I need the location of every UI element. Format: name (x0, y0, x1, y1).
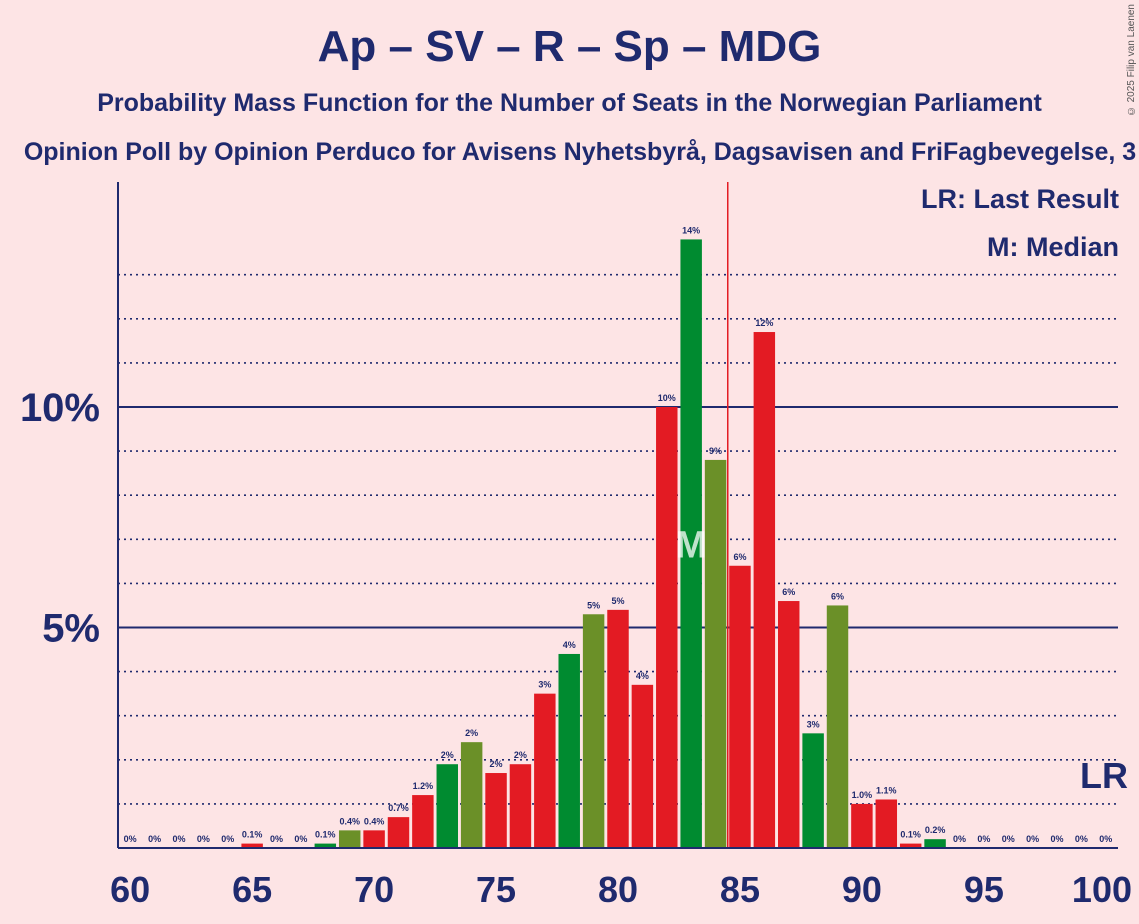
bar-value-label: 0% (221, 834, 234, 844)
bar-value-label: 2% (490, 759, 503, 769)
legend-median: M: Median (987, 232, 1119, 262)
x-tick-label: 100 (1072, 869, 1132, 910)
bar-value-label: 9% (709, 446, 722, 456)
bar-value-label: 0.1% (242, 830, 263, 840)
bar (338, 830, 361, 848)
bar-value-label: 0% (1002, 834, 1015, 844)
bar-value-label: 10% (658, 393, 676, 403)
bar (631, 684, 654, 848)
x-tick-label: 70 (354, 869, 394, 910)
bar-value-label: 2% (441, 750, 454, 760)
bar-value-label: 2% (465, 728, 478, 738)
bar-value-label: 0% (1099, 834, 1112, 844)
bar-value-label: 0% (977, 834, 990, 844)
median-marker: M (675, 525, 707, 567)
bar (460, 742, 483, 848)
bar (753, 332, 776, 848)
chart-subtitle-poll: Opinion Poll by Opinion Perduco for Avis… (23, 138, 1137, 166)
bar-value-label: 0% (294, 834, 307, 844)
bar-value-label: 14% (682, 225, 700, 235)
x-tick-label: 95 (964, 869, 1004, 910)
chart-subtitle: Probability Mass Function for the Number… (97, 89, 1042, 117)
bar (558, 653, 580, 848)
bar-value-label: 0% (270, 834, 283, 844)
bar (387, 817, 410, 848)
bar (314, 843, 337, 848)
bar-value-label: 0% (148, 834, 161, 844)
x-tick-label: 60 (110, 869, 150, 910)
bar-value-label: 0% (172, 834, 185, 844)
bar-value-label: 0.1% (315, 830, 336, 840)
last-result-marker: LR (1080, 755, 1128, 796)
bar (534, 693, 556, 848)
bar-value-label: 3% (807, 719, 820, 729)
bar (241, 843, 263, 848)
bar-value-label: 1.0% (852, 790, 873, 800)
y-tick-label: 5% (42, 607, 100, 651)
bar (924, 839, 946, 848)
bar-value-label: 1.2% (413, 781, 434, 791)
bar-value-label: 0% (1026, 834, 1039, 844)
bar-value-label: 0.7% (388, 803, 409, 813)
x-tick-label: 65 (232, 869, 272, 910)
x-tick-label: 75 (476, 869, 516, 910)
bar (704, 459, 727, 848)
bar-value-label: 0.1% (900, 830, 921, 840)
bar (412, 795, 434, 848)
bar (851, 803, 873, 848)
bar-value-label: 6% (782, 587, 795, 597)
bar-value-label: 0% (1051, 834, 1064, 844)
bar-value-label: 0% (1075, 834, 1088, 844)
bar-value-label: 5% (611, 596, 624, 606)
bar-value-label: 3% (538, 680, 551, 690)
bar-value-label: 0.4% (364, 816, 385, 826)
bar (509, 764, 532, 848)
bar (802, 733, 824, 848)
chart-title: Ap – SV – R – Sp – MDG (317, 22, 822, 71)
x-tick-label: 85 (720, 869, 760, 910)
bar (582, 614, 605, 848)
bar (363, 830, 385, 848)
bar-value-label: 4% (636, 671, 649, 681)
x-tick-label: 90 (842, 869, 882, 910)
bar-value-label: 0% (124, 834, 137, 844)
bar (778, 601, 800, 848)
bar-value-label: 6% (733, 552, 746, 562)
bar-value-label: 0.2% (925, 825, 946, 835)
x-tick-label: 80 (598, 869, 638, 910)
bar-value-label: 12% (755, 318, 773, 328)
bar-value-label: 4% (563, 640, 576, 650)
y-tick-label: 10% (20, 386, 100, 430)
bar-value-label: 6% (831, 591, 844, 601)
bar (680, 239, 702, 849)
bar (485, 773, 507, 848)
bar (656, 407, 678, 848)
bar-value-label: 0% (197, 834, 210, 844)
bar (436, 764, 458, 848)
bar-value-label: 0.4% (339, 816, 360, 826)
bar-value-label: 2% (514, 750, 527, 760)
bar (826, 605, 849, 848)
bar (899, 843, 922, 848)
bar (875, 799, 898, 848)
legend-last-result: LR: Last Result (920, 184, 1119, 214)
bar (607, 609, 629, 848)
bar-value-label: 0% (953, 834, 966, 844)
bar-value-label: 5% (587, 600, 600, 610)
bar-value-label: 1.1% (876, 785, 897, 795)
bar (729, 565, 751, 848)
